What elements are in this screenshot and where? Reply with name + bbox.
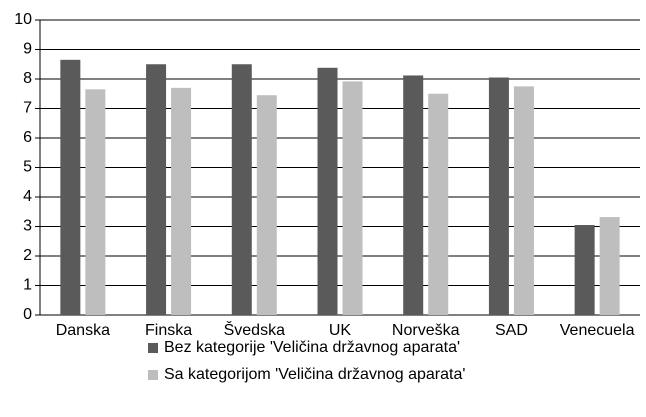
- y-tick-label: 0: [23, 306, 32, 323]
- bar: [85, 89, 106, 315]
- y-tick-label: 10: [14, 11, 32, 28]
- bar: [231, 64, 252, 315]
- bar: [146, 64, 167, 315]
- y-tick-label: 2: [23, 247, 32, 264]
- y-tick-label: 6: [23, 129, 32, 146]
- bar: [574, 225, 595, 315]
- bar: [60, 59, 81, 316]
- bar: [256, 95, 277, 315]
- x-tick-label: Danska: [56, 322, 110, 339]
- y-tick-label: 9: [23, 41, 32, 58]
- bar: [403, 75, 424, 316]
- y-tick-label: 7: [23, 100, 32, 117]
- bar: [488, 77, 509, 316]
- y-tick-label: 3: [23, 218, 32, 235]
- x-tick-label: Finska: [145, 322, 192, 339]
- y-tick-label: 4: [23, 188, 32, 205]
- y-tick-label: 1: [23, 277, 32, 294]
- bar: [428, 93, 449, 315]
- legend-label: Sa kategorijom 'Veličina državnog aparat…: [164, 366, 465, 383]
- x-tick-label: Norveška: [392, 322, 460, 339]
- bar: [171, 87, 192, 315]
- x-tick-label: Venecuela: [560, 322, 635, 339]
- x-tick-label: Švedska: [224, 320, 285, 339]
- bar: [317, 67, 338, 315]
- legend-swatch: [148, 370, 158, 380]
- x-tick-label: UK: [329, 322, 352, 339]
- y-tick-label: 8: [23, 70, 32, 87]
- bar: [342, 81, 363, 315]
- bar: [599, 217, 620, 315]
- x-tick-label: SAD: [495, 322, 528, 339]
- legend-swatch: [148, 343, 158, 353]
- y-tick-label: 5: [23, 159, 32, 176]
- bar: [513, 86, 534, 315]
- legend-label: Bez kategorije 'Veličina državnog aparat…: [164, 339, 460, 356]
